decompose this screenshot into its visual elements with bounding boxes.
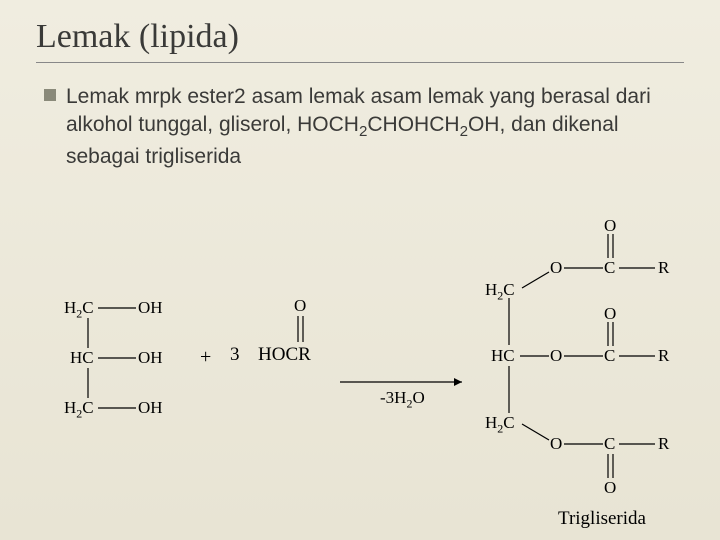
trig-cc2: C [604, 346, 615, 366]
trig-c2: HC [491, 346, 515, 366]
trig-cc1: C [604, 258, 615, 278]
trig-o3a: O [550, 434, 562, 454]
trig-r2: R [658, 346, 669, 366]
trig-o1b: O [604, 216, 616, 236]
chemical-diagram: H2C HC H2C OH OH OH [0, 0, 720, 540]
trig-r3: R [658, 434, 669, 454]
trig-r1: R [658, 258, 669, 278]
hocr-label: HOCR [258, 344, 311, 366]
trig-o2b: O [604, 304, 616, 324]
product-name: Trigliserida [558, 508, 646, 530]
arrow-label: -3H2O [380, 388, 425, 411]
trig-cc3: C [604, 434, 615, 454]
trig-o2a: O [550, 346, 562, 366]
trig-c3: H2C [485, 413, 515, 436]
plus-sign: + [200, 346, 211, 369]
trig-o1a: O [550, 258, 562, 278]
coefficient: 3 [230, 344, 240, 366]
trig-c1: H2C [485, 280, 515, 303]
trig-o3b: O [604, 478, 616, 498]
hocr-oxygen: O [294, 296, 306, 316]
